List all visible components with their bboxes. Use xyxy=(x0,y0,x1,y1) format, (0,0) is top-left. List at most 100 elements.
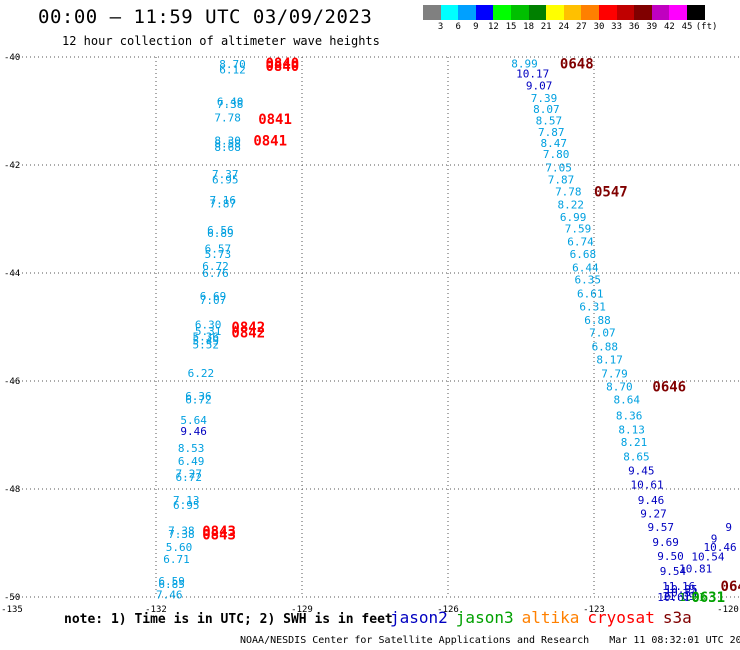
wave-height-label: 7.87 xyxy=(548,174,575,187)
x-tick-label: -126 xyxy=(437,605,459,615)
wave-height-label: 7.05 xyxy=(545,162,572,175)
wave-height-label: 6.99 xyxy=(560,211,587,224)
pass-time-label: 0842 xyxy=(231,320,265,336)
wave-height-label: 6.31 xyxy=(579,300,606,313)
legend-label: 45 xyxy=(681,22,693,32)
wave-height-label: 11.16 xyxy=(662,580,695,593)
wave-height-label: 7.07 xyxy=(589,326,616,339)
wave-height-label: 6.74 xyxy=(567,236,594,249)
data-points: 8.706.126.407.387.788.308.588.687.376.95… xyxy=(156,57,737,604)
legend-label: 3 xyxy=(437,22,444,32)
y-tick-label: -44 xyxy=(4,269,20,279)
wave-height-label: 8.21 xyxy=(621,436,648,449)
wave-height-label: 10.81 xyxy=(679,562,712,575)
satellite-jason2: jason2 xyxy=(390,608,448,627)
wave-height-label: 6.30 xyxy=(195,318,222,331)
wave-height-label: 8.07 xyxy=(533,103,560,116)
wave-height-label: 6.36 xyxy=(185,390,212,403)
wave-height-label: 8.99 xyxy=(511,57,538,70)
wave-height-label: 7.46 xyxy=(156,588,183,601)
page-title: 00:00 – 11:59 UTC 03/09/2023 xyxy=(38,6,373,28)
legend-swatch xyxy=(563,5,582,20)
wave-height-label: 8.65 xyxy=(623,451,650,464)
legend-swatch xyxy=(669,5,687,20)
legend-swatch xyxy=(651,5,670,20)
wave-height-label: 9.57 xyxy=(648,521,675,534)
wave-height-label: 6.89 xyxy=(207,227,234,240)
footer: NOAA/NESDIS Center for Satellite Applica… xyxy=(240,635,740,646)
wave-height-label: 10.54 xyxy=(665,587,698,600)
wave-height-label: 8.57 xyxy=(536,115,563,128)
legend-swatch xyxy=(581,5,599,20)
pass-time-label: 0840 xyxy=(266,56,300,72)
wave-height-label: 11.09 xyxy=(662,590,695,603)
legend-label: 30 xyxy=(593,22,605,32)
legend-label: 6 xyxy=(455,22,461,32)
y-tick-label: -48 xyxy=(4,485,20,495)
wave-height-label: 1.23 xyxy=(679,591,706,604)
footer-timestamp: Mar 11 08:32:01 UTC 2023 xyxy=(609,635,740,646)
legend-label: 15 xyxy=(505,22,517,32)
wave-height-label: 7.07 xyxy=(200,294,227,307)
footer-org: NOAA/NESDIS Center for Satellite Applica… xyxy=(240,635,590,646)
legend-label: 9 xyxy=(473,22,479,32)
wave-height-label: 8.58 xyxy=(214,137,241,150)
wave-height-label: 10.61 xyxy=(657,591,690,604)
x-tick-label: -120 xyxy=(717,605,739,615)
x-tick-label: -129 xyxy=(291,605,313,615)
wave-height-label: 6.72 xyxy=(185,393,212,406)
wave-height-label: 9.27 xyxy=(640,507,667,520)
wave-height-label: 5.52 xyxy=(193,338,220,351)
legend-swatch xyxy=(423,5,441,20)
wave-height-label: 7.27 xyxy=(175,467,202,480)
satellite-altika: altika xyxy=(521,608,580,627)
wave-height-label: 7.13 xyxy=(173,494,200,507)
wave-height-label: 6.56 xyxy=(207,224,234,237)
y-tick-label: -42 xyxy=(4,161,20,171)
wave-height-label: 6.95 xyxy=(173,499,200,512)
legend-label: 36 xyxy=(628,22,640,32)
wave-height-label: 5.73 xyxy=(205,248,232,261)
wave-height-label: 7.16 xyxy=(210,194,237,207)
grid-lines xyxy=(10,56,740,598)
wave-height-label: 6.85 xyxy=(158,578,185,591)
wave-height-label: 9 xyxy=(725,521,732,534)
wave-height-label: 8.70 xyxy=(219,58,246,71)
wave-height-label: 9 xyxy=(711,533,718,546)
wave-height-label: 6.59 xyxy=(158,575,185,588)
pass-time-label: 0842 xyxy=(231,325,265,341)
wave-height-label: 7.79 xyxy=(601,367,628,380)
pass-time-label: 0840 xyxy=(266,59,300,75)
satellite-s3a: s3a xyxy=(662,608,692,627)
wave-height-label: 8.17 xyxy=(596,353,623,366)
legend-swatch xyxy=(686,5,705,20)
x-tick-label: -123 xyxy=(583,605,605,615)
legend-swatch xyxy=(546,5,564,20)
wave-height-label: 6.69 xyxy=(200,290,227,303)
wave-height-label: 6.88 xyxy=(592,340,619,353)
wave-height-label: 10.46 xyxy=(704,541,737,554)
pass-time-label: 0841 xyxy=(258,112,292,128)
wave-height-label: 6.44 xyxy=(572,262,599,275)
wave-height-label: 8.13 xyxy=(618,424,645,437)
wave-height-label: 8.22 xyxy=(558,198,585,211)
wave-height-label: 6.12 xyxy=(219,63,246,76)
legend-unit: (ft) xyxy=(695,22,718,32)
wave-height-label: 9.54 xyxy=(660,565,687,578)
wave-height-label: 6.68 xyxy=(570,248,597,261)
axis-ticks: -135 -132 -129 -126 -123 -120 -40 -42 -44 -46 -48 -… xyxy=(1,53,739,615)
legend-label: 42 xyxy=(663,22,675,32)
legend-label: 33 xyxy=(611,22,623,32)
x-tick-label: -135 xyxy=(1,605,23,615)
wave-height-label: 8.70 xyxy=(606,380,633,393)
time-labels: 0840084008410841084208420843084306480547… xyxy=(202,56,740,606)
wave-height-label: 5.36 xyxy=(193,331,220,344)
wave-height-label: 6.72 xyxy=(175,471,202,484)
legend-label: 21 xyxy=(540,22,552,32)
y-tick-label: -50 xyxy=(4,593,20,603)
wave-height-label: 9.69 xyxy=(652,536,679,549)
legend-label: 24 xyxy=(558,22,570,32)
y-tick-label: -46 xyxy=(4,377,20,387)
legend-label: 39 xyxy=(646,22,658,32)
pass-time-label: 0631 xyxy=(691,590,725,606)
